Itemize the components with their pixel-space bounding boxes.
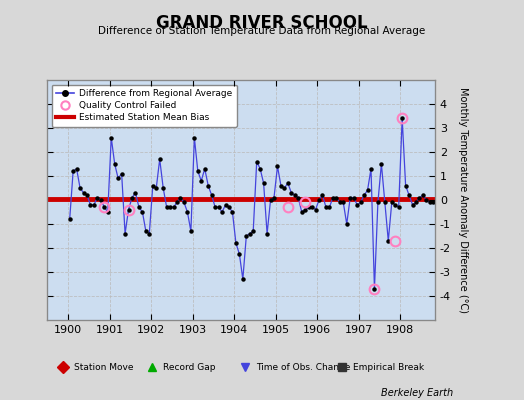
- Text: Empirical Break: Empirical Break: [354, 363, 424, 372]
- Text: Difference of Station Temperature Data from Regional Average: Difference of Station Temperature Data f…: [99, 26, 425, 36]
- Text: Berkeley Earth: Berkeley Earth: [381, 388, 453, 398]
- Text: GRAND RIVER SCHOOL: GRAND RIVER SCHOOL: [156, 14, 368, 32]
- Text: Station Move: Station Move: [74, 363, 134, 372]
- Y-axis label: Monthly Temperature Anomaly Difference (°C): Monthly Temperature Anomaly Difference (…: [457, 87, 467, 313]
- Text: Time of Obs. Change: Time of Obs. Change: [257, 363, 351, 372]
- Legend: Difference from Regional Average, Quality Control Failed, Estimated Station Mean: Difference from Regional Average, Qualit…: [52, 84, 236, 127]
- Text: Record Gap: Record Gap: [163, 363, 216, 372]
